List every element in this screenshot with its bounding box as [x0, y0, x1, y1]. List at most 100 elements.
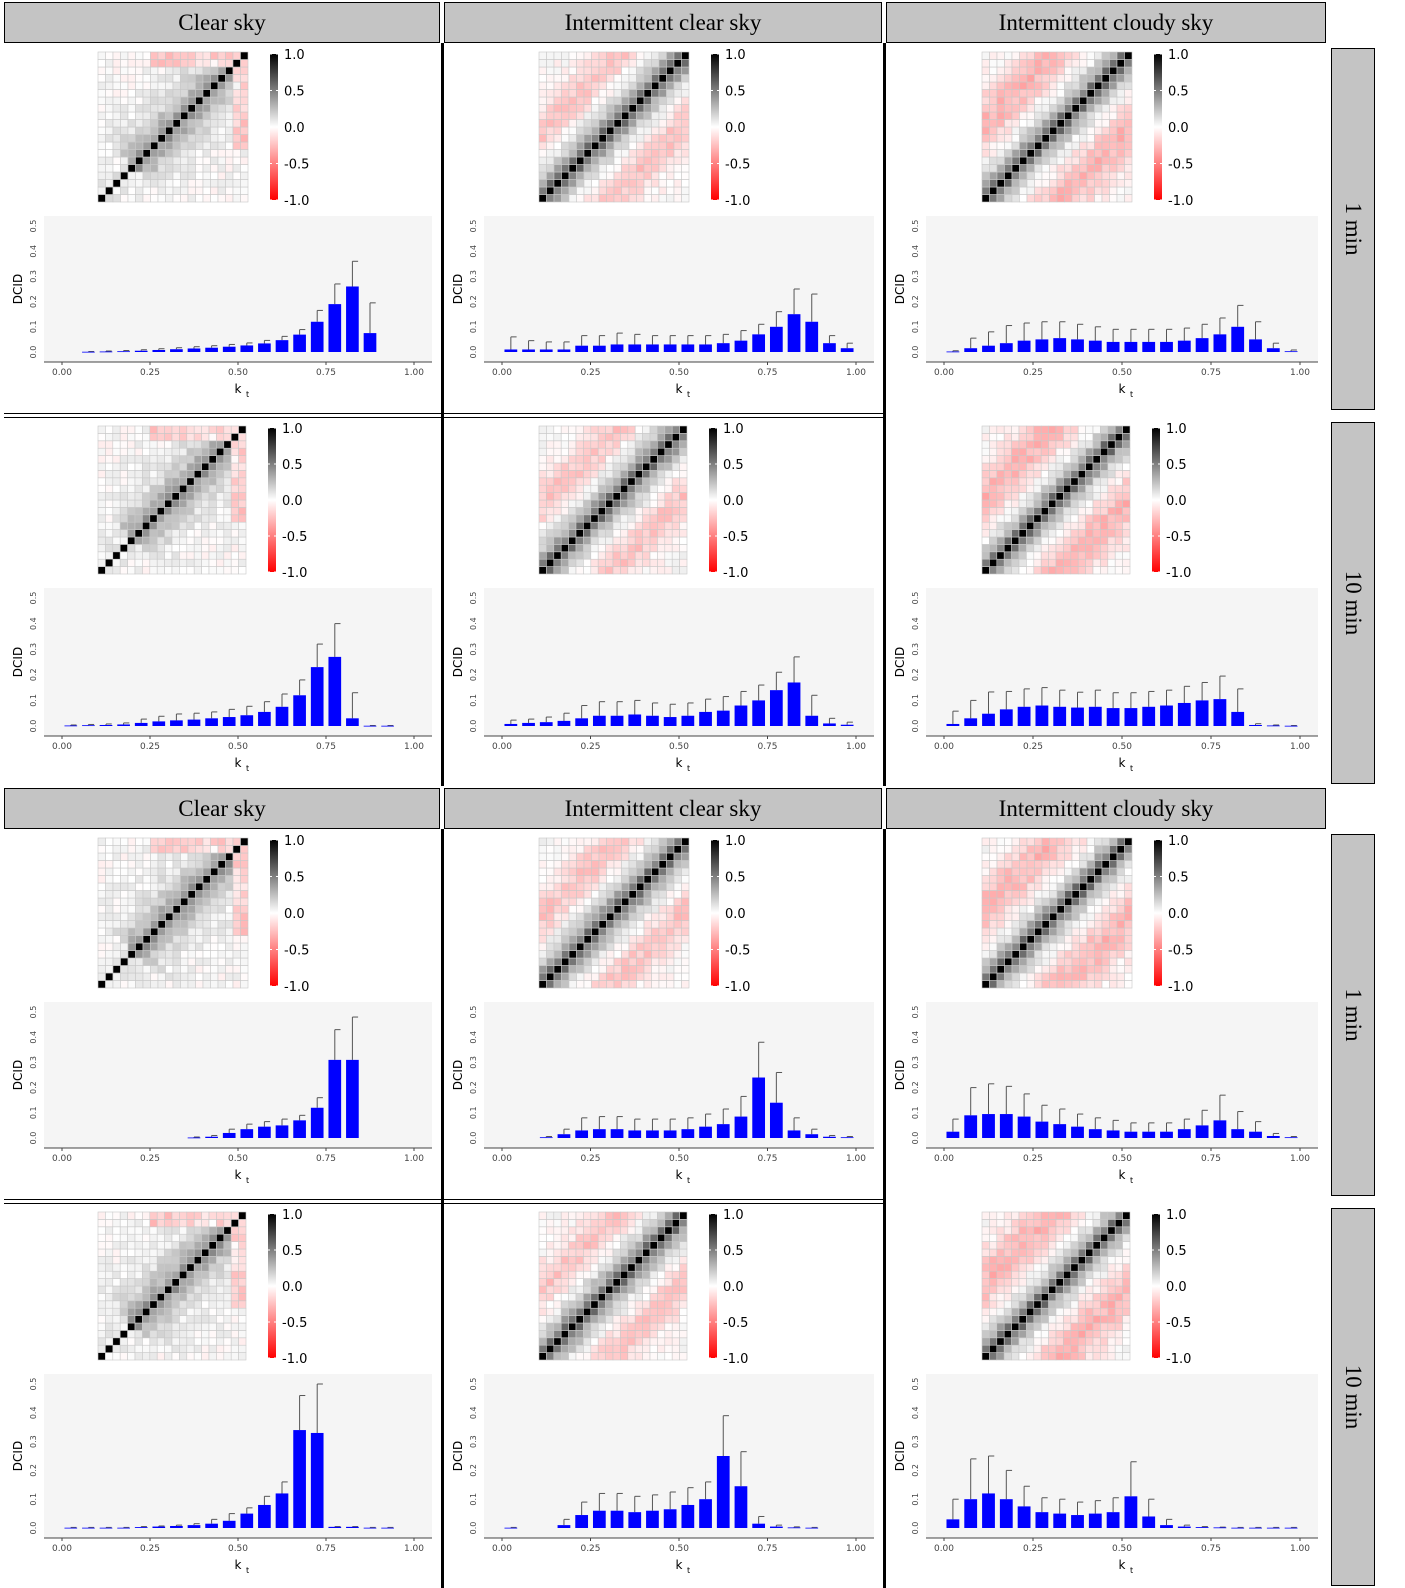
heatmap-cell: [186, 1352, 195, 1361]
heatmap-cell: [195, 845, 204, 854]
heatmap-cell: [576, 156, 585, 165]
heatmap-cell: [193, 1211, 202, 1220]
heatmap-cell: [127, 920, 136, 929]
heatmap-cell: [597, 425, 606, 434]
heatmap-cell: [658, 126, 667, 135]
heatmap-cell: [628, 171, 637, 180]
heatmap-cell: [658, 96, 667, 105]
heatmap-cell: [613, 164, 622, 173]
heatmap-cell: [240, 149, 249, 158]
colorbar-tick-label: -0.5: [284, 158, 309, 173]
heatmap-cell: [657, 1315, 666, 1324]
heatmap-cell: [1109, 119, 1118, 128]
bar: [170, 720, 183, 726]
heatmap-cell: [186, 492, 195, 501]
heatmap-cell: [606, 920, 615, 929]
bar: [381, 1527, 394, 1529]
heatmap-cell: [142, 875, 151, 884]
x-axis-label-subscript: t: [246, 764, 249, 773]
heatmap-cell: [97, 507, 106, 516]
heatmap-cell: [606, 957, 615, 966]
heatmap-cell: [996, 164, 1005, 173]
heatmap-cell: [1011, 920, 1020, 929]
heatmap-cell: [546, 566, 555, 575]
heatmap-cell: [1056, 845, 1065, 854]
heatmap-cell: [666, 134, 675, 143]
heatmap-cell: [1085, 529, 1094, 538]
heatmap-cell: [605, 558, 614, 567]
heatmap-cell: [546, 965, 555, 974]
heatmap-cell: [1034, 860, 1043, 869]
heatmap-cell: [546, 149, 555, 158]
heatmap-cell: [553, 1285, 562, 1294]
bar: [258, 1126, 271, 1138]
heatmap-cell: [165, 957, 174, 966]
heatmap-cell: [105, 965, 114, 974]
heatmap-cell: [591, 837, 600, 846]
heatmap-cell: [202, 134, 211, 143]
x-tick-label: 1.00: [846, 742, 866, 752]
heatmap-cell: [628, 875, 637, 884]
heatmap-cell: [208, 1315, 217, 1324]
heatmap-cell: [636, 141, 645, 150]
heatmap-cell: [217, 96, 226, 105]
bar: [275, 340, 289, 352]
heatmap-cell: [561, 66, 570, 75]
heatmap-cell: [150, 867, 159, 876]
heatmap-cell: [134, 1322, 143, 1331]
heatmap-cell: [591, 89, 600, 98]
heatmap-cell: [996, 59, 1005, 68]
heatmap-cell: [1094, 897, 1103, 906]
bar: [699, 344, 712, 352]
heatmap-cell: [1092, 470, 1101, 479]
heatmap-cell: [1116, 66, 1125, 75]
bar: [628, 1130, 642, 1138]
heatmap-cell: [1049, 156, 1058, 165]
heatmap-cell: [989, 433, 998, 442]
heatmap-cell: [1101, 119, 1110, 128]
heatmap-cell: [134, 1270, 143, 1279]
heatmap-cell: [628, 935, 637, 944]
heatmap-cell: [180, 104, 189, 113]
heatmap-cell: [996, 566, 1005, 575]
heatmap-cell: [1055, 433, 1064, 442]
heatmap-cell: [605, 1337, 614, 1346]
heatmap-cell: [591, 126, 600, 135]
heatmap-cell: [575, 492, 584, 501]
heatmap-cell: [1056, 156, 1065, 165]
heatmap-cell: [1055, 514, 1064, 523]
heatmap-cell: [671, 470, 680, 479]
heatmap-cell: [216, 1278, 225, 1287]
heatmap-cell: [150, 837, 159, 846]
heatmap-cell: [225, 164, 234, 173]
heatmap-cell: [119, 425, 128, 434]
heatmap-cell: [1100, 470, 1109, 479]
bar: [575, 345, 589, 352]
heatmap-cell: [180, 74, 189, 83]
heatmap-cell: [613, 179, 622, 188]
heatmap-cell: [1041, 134, 1050, 143]
heatmap-cell: [164, 462, 173, 471]
heatmap-cell: [97, 837, 106, 846]
heatmap-cell: [568, 965, 577, 974]
heatmap-cell: [561, 965, 570, 974]
heatmap-cell: [1079, 126, 1088, 135]
heatmap-cell: [538, 179, 547, 188]
heatmap-cell: [1092, 499, 1101, 508]
heatmap-cell: [179, 1285, 188, 1294]
heatmap-cell: [142, 1226, 151, 1235]
heatmap-cell: [230, 1344, 239, 1353]
heatmap-cell: [1026, 942, 1035, 951]
heatmap-cell: [538, 1315, 547, 1324]
heatmap-cell: [164, 521, 173, 530]
heatmap-cell: [187, 81, 196, 90]
heatmap-cell: [172, 186, 181, 195]
heatmap-cell: [105, 927, 114, 936]
heatmap-cell: [628, 897, 637, 906]
heatmap-cell: [208, 462, 217, 471]
heatmap-cell: [1086, 965, 1095, 974]
heatmap-cell: [649, 477, 658, 486]
heatmap-cell: [1109, 179, 1118, 188]
heatmap-cell: [597, 1270, 606, 1279]
heatmap-cell: [217, 972, 226, 981]
